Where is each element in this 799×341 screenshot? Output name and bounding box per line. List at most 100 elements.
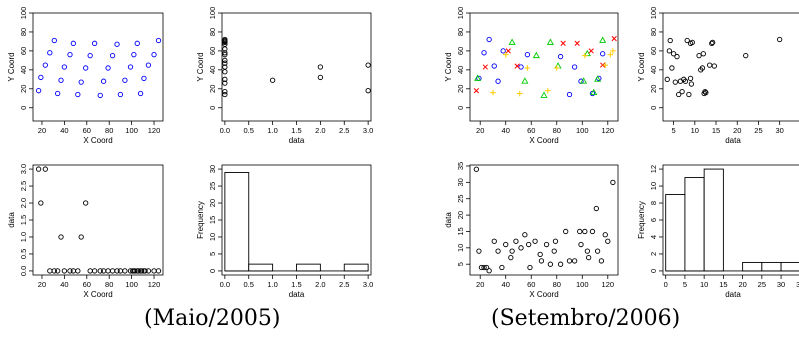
data-point xyxy=(483,264,490,271)
x-tick-label: 0.5 xyxy=(244,280,254,289)
data-point xyxy=(503,241,509,248)
data-point xyxy=(684,37,690,44)
x-tick-label: 1.0 xyxy=(267,126,277,135)
data-point xyxy=(700,51,706,57)
data-point xyxy=(696,52,702,59)
x-tick-label: 1.0 xyxy=(267,280,277,289)
data-point xyxy=(222,57,228,64)
histogram-bar xyxy=(296,263,321,272)
histogram-bar xyxy=(703,168,724,272)
data-point xyxy=(557,261,564,267)
y-tick-label: 5 xyxy=(456,262,465,266)
data-point xyxy=(538,258,545,264)
x-tick-label: 30 xyxy=(775,126,783,135)
data-point xyxy=(155,268,162,274)
data-point xyxy=(38,74,44,81)
y-tick-label: 40 xyxy=(456,66,465,74)
x-tick-label: 3.0 xyxy=(363,280,373,289)
data-point xyxy=(476,248,482,254)
x-tick-label: 3.0 xyxy=(363,126,373,135)
x-tick-label: 40 xyxy=(502,280,510,289)
data-point xyxy=(67,268,73,274)
chart-panel-p3: 20 40 60 80 100 120 0.0 0.5 1.0 1.5 2.0 2.5 3.0 X Coo… xyxy=(7,164,164,299)
x-tick-label: 10 xyxy=(700,280,708,289)
y-tick-label: 20 xyxy=(456,211,465,219)
y-tick-label: 40 xyxy=(208,66,217,74)
data-point xyxy=(527,264,533,271)
data-point xyxy=(610,179,616,186)
data-point-cross xyxy=(588,48,594,54)
y-tick-label: 3.0 xyxy=(19,164,28,174)
data-point xyxy=(699,65,706,71)
y-tick-label: 0 xyxy=(649,106,658,110)
data-point xyxy=(594,248,601,254)
data-point xyxy=(42,62,48,68)
y-axis-label: Frequency xyxy=(637,201,646,239)
y-tick-label: 2.0 xyxy=(19,198,28,208)
data-point-triangle xyxy=(474,74,482,81)
data-point xyxy=(664,76,670,82)
x-axis-label: data xyxy=(289,136,305,145)
data-point-cross xyxy=(560,40,566,46)
plot-frame xyxy=(32,164,164,276)
data-point xyxy=(571,64,578,70)
data-point xyxy=(676,91,682,98)
data-point xyxy=(667,37,673,44)
data-point-plus xyxy=(553,65,560,71)
data-point xyxy=(83,200,89,206)
data-point xyxy=(109,268,116,274)
data-point xyxy=(669,65,675,71)
data-point xyxy=(35,166,42,172)
x-axis-label: X Coord xyxy=(83,136,112,145)
data-point-triangle xyxy=(540,91,548,98)
data-point xyxy=(51,37,57,44)
caption-setembro-2006: (Setembro/2006) xyxy=(491,306,681,331)
data-point xyxy=(532,238,538,244)
data-point xyxy=(543,241,550,248)
data-point xyxy=(222,76,228,82)
y-tick-label: 20 xyxy=(208,85,217,93)
x-tick-label: 20 xyxy=(476,126,484,135)
x-tick-label: 60 xyxy=(83,126,91,135)
y-axis-label: data xyxy=(7,212,16,228)
y-tick-label: 80 xyxy=(208,28,217,36)
data-point-triangle xyxy=(590,88,598,96)
y-tick-label: 60 xyxy=(456,47,465,55)
histogram-bar xyxy=(742,261,763,272)
y-tick-label: 10 xyxy=(649,182,658,190)
data-point xyxy=(105,268,111,274)
data-point xyxy=(672,79,678,85)
data-point xyxy=(42,166,48,172)
x-tick-label: 120 xyxy=(148,126,161,135)
data-point xyxy=(114,41,120,47)
data-point-plus xyxy=(602,62,609,68)
y-tick-label: 4 xyxy=(649,235,658,239)
histogram-bar xyxy=(248,263,274,272)
data-point xyxy=(495,248,501,254)
y-tick-label: 15 xyxy=(456,227,465,235)
data-point xyxy=(578,241,584,248)
data-point xyxy=(55,90,61,97)
data-point xyxy=(145,62,152,68)
x-tick-label: 60 xyxy=(527,126,535,135)
y-tick-label: 0.5 xyxy=(19,249,28,259)
caption-maio-2005: (Maio/2005) xyxy=(144,306,281,331)
y-tick-label: 20 xyxy=(19,85,28,93)
x-tick-label: 80 xyxy=(553,280,561,289)
data-point xyxy=(109,52,116,59)
data-point xyxy=(709,39,716,46)
x-tick-label: 30 xyxy=(777,280,785,289)
y-tick-label: 100 xyxy=(208,7,217,20)
data-point xyxy=(222,60,228,66)
x-tick-label: 0 xyxy=(664,280,668,289)
data-point xyxy=(91,40,98,46)
data-point xyxy=(686,91,692,98)
data-point xyxy=(577,228,583,235)
data-point-cross xyxy=(473,88,480,94)
y-tick-label: 20 xyxy=(456,85,465,93)
y-axis-label: Y Coord xyxy=(637,52,646,81)
x-axis-label: data xyxy=(725,136,741,145)
data-point xyxy=(55,268,61,274)
x-tick-label: 5 xyxy=(683,280,687,289)
x-tick-label: 2.5 xyxy=(339,126,349,135)
